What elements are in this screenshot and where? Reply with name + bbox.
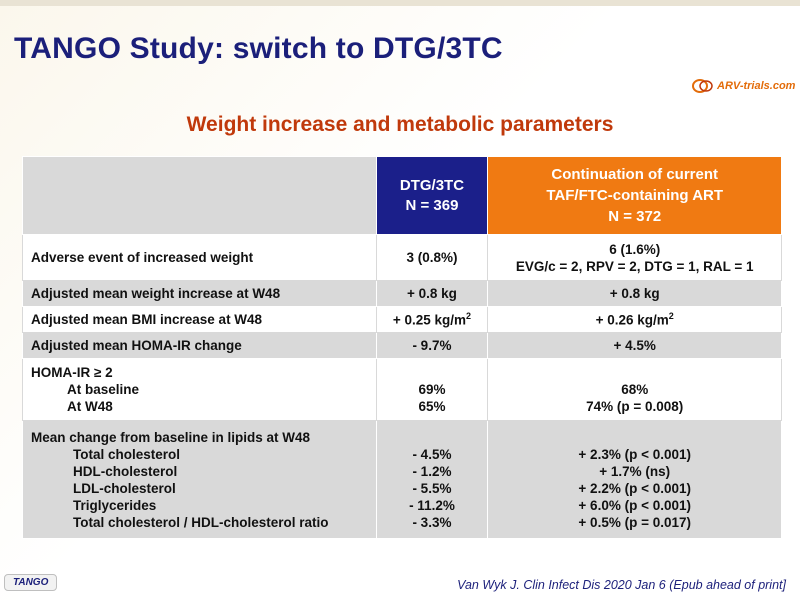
logo-mark-icon bbox=[692, 79, 713, 93]
taf-value-line2: EVG/c = 2, RPV = 2, DTG = 1, RAL = 1 bbox=[515, 258, 754, 274]
taf-value-line: 68% bbox=[621, 382, 649, 397]
spacer bbox=[496, 364, 773, 381]
citation: Van Wyk J. Clin Infect Dis 2020 Jan 6 (E… bbox=[457, 578, 786, 592]
footer-study-tag: TANGO bbox=[4, 574, 58, 591]
table-row-homa-ge2: HOMA-IR ≥ 2 At baseline At W48 69% 65% 6… bbox=[22, 358, 782, 421]
dtg-value-line: - 1.2% bbox=[412, 463, 452, 479]
taf-value-line: + 6.0% (p < 0.001) bbox=[578, 497, 691, 513]
header-blank-cell bbox=[22, 156, 377, 235]
taf-value-text: + 0.26 kg/m bbox=[595, 312, 669, 328]
dtg-value-text: + 0.25 kg/m bbox=[392, 312, 467, 328]
row-label-sub: At baseline bbox=[67, 382, 140, 397]
dtg-value: - 9.7% bbox=[375, 332, 489, 359]
dtg-value-line: - 5.5% bbox=[412, 480, 452, 496]
table-row-lipids: Mean change from baseline in lipids at W… bbox=[22, 420, 782, 539]
taf-value-line: + 0.5% (p = 0.017) bbox=[578, 514, 691, 530]
row-label-main: HOMA-IR ≥ 2 bbox=[31, 365, 113, 380]
spacer bbox=[385, 429, 480, 446]
lipid-name: Total cholesterol / HDL-cholesterol rati… bbox=[73, 514, 329, 530]
header-taf-cell: Continuation of current TAF/FTC-containi… bbox=[487, 156, 782, 235]
dtg-value: 3 (0.8%) bbox=[375, 234, 489, 281]
table-row-weight: Adjusted mean weight increase at W48 + 0… bbox=[22, 280, 782, 307]
lipid-name-wrap: LDL-cholesterol bbox=[31, 480, 368, 497]
row-label-sub: At W48 bbox=[67, 399, 113, 414]
row-label: Adjusted mean HOMA-IR change bbox=[22, 332, 377, 359]
lipid-name: Triglycerides bbox=[73, 497, 157, 513]
row-label: Mean change from baseline in lipids at W… bbox=[22, 420, 377, 539]
dtg-value-line: - 3.3% bbox=[412, 514, 452, 530]
slide-subtitle: Weight increase and metabolic parameters bbox=[186, 113, 614, 136]
spacer bbox=[496, 429, 773, 446]
taf-value-line: + 2.3% (p < 0.001) bbox=[578, 446, 691, 462]
dtg-value: + 0.8 kg bbox=[375, 280, 489, 307]
spacer bbox=[385, 364, 480, 381]
header-dtg-name: DTG/3TC bbox=[399, 176, 465, 194]
taf-value-sup: 2 bbox=[668, 311, 674, 322]
row-label-sub-wrap: At W48 bbox=[31, 398, 368, 415]
header-dtg-n: N = 369 bbox=[405, 196, 459, 214]
table-header-row: DTG/3TC N = 369 Continuation of current … bbox=[22, 156, 782, 235]
header-taf-line2: TAF/FTC-containing ART bbox=[546, 187, 724, 204]
taf-value-line: 74% (p = 0.008) bbox=[586, 399, 684, 414]
taf-value: + 0.26 kg/m2 bbox=[487, 306, 782, 333]
taf-value: + 0.8 kg bbox=[487, 280, 782, 307]
dtg-value-line: - 4.5% bbox=[412, 446, 452, 462]
dtg-value: + 0.25 kg/m2 bbox=[375, 306, 489, 333]
header-taf-line1: Continuation of current bbox=[551, 166, 719, 183]
header-dtg-cell: DTG/3TC N = 369 bbox=[375, 156, 489, 235]
top-rule bbox=[0, 0, 800, 6]
results-table: DTG/3TC N = 369 Continuation of current … bbox=[22, 156, 782, 539]
table-row-adverse-event: Adverse event of increased weight 3 (0.8… bbox=[22, 234, 782, 281]
lipid-name-wrap: Total cholesterol bbox=[31, 446, 368, 463]
lipid-name: Total cholesterol bbox=[73, 446, 181, 462]
dtg-value-line: - 11.2% bbox=[409, 497, 455, 513]
dtg-value: 69% 65% bbox=[375, 358, 489, 421]
taf-value: + 4.5% bbox=[487, 332, 782, 359]
dtg-value-line: 69% bbox=[418, 382, 446, 397]
lipid-name: LDL-cholesterol bbox=[73, 480, 176, 496]
header-taf-n: N = 372 bbox=[608, 208, 662, 225]
row-label: Adverse event of increased weight bbox=[22, 234, 377, 281]
row-label: HOMA-IR ≥ 2 At baseline At W48 bbox=[22, 358, 377, 421]
logo-text: ARV-trials.com bbox=[717, 80, 796, 92]
row-label-main: Mean change from baseline in lipids at W… bbox=[31, 429, 311, 445]
slide-title: TANGO Study: switch to DTG/3TC bbox=[14, 32, 503, 65]
row-label: Adjusted mean BMI increase at W48 bbox=[22, 306, 377, 333]
row-label-sub-wrap: At baseline bbox=[31, 381, 368, 398]
lipid-name-wrap: HDL-cholesterol bbox=[31, 463, 368, 480]
table-row-homa-change: Adjusted mean HOMA-IR change - 9.7% + 4.… bbox=[22, 332, 782, 359]
dtg-value: - 4.5% - 1.2% - 5.5% - 11.2% - 3.3% bbox=[375, 420, 489, 539]
taf-value: 68% 74% (p = 0.008) bbox=[487, 358, 782, 421]
taf-value: + 2.3% (p < 0.001) + 1.7% (ns) + 2.2% (p… bbox=[487, 420, 782, 539]
dtg-value-sup: 2 bbox=[466, 311, 472, 322]
row-label: Adjusted mean weight increase at W48 bbox=[22, 280, 377, 307]
lipid-name-wrap: Triglycerides bbox=[31, 497, 368, 514]
lipid-name-wrap: Total cholesterol / HDL-cholesterol rati… bbox=[31, 514, 368, 531]
dtg-value-line: 65% bbox=[418, 399, 446, 414]
lipid-name: HDL-cholesterol bbox=[73, 463, 178, 479]
table-row-bmi: Adjusted mean BMI increase at W48 + 0.25… bbox=[22, 306, 782, 333]
taf-value-line1: 6 (1.6%) bbox=[609, 241, 661, 257]
taf-value-line: + 2.2% (p < 0.001) bbox=[578, 480, 691, 496]
taf-value: 6 (1.6%) EVG/c = 2, RPV = 2, DTG = 1, RA… bbox=[487, 234, 782, 281]
arv-trials-logo: ARV-trials.com bbox=[692, 78, 795, 94]
taf-value-line: + 1.7% (ns) bbox=[599, 463, 671, 479]
